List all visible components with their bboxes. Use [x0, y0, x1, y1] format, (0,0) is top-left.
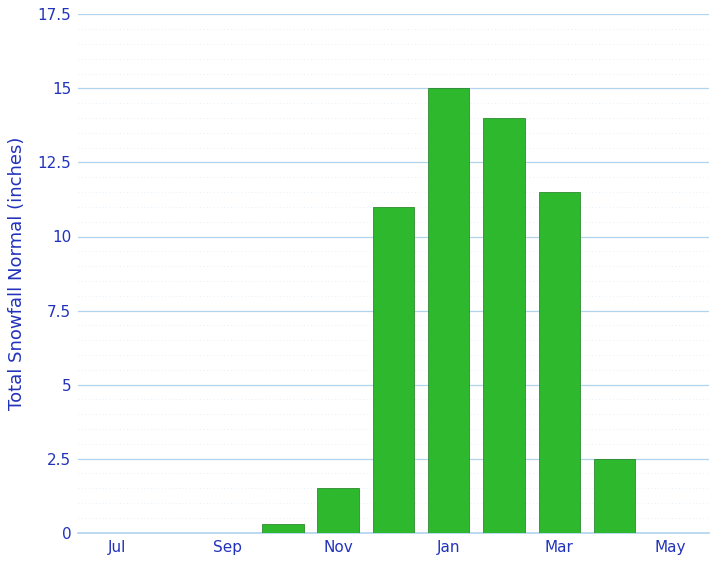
Bar — [318, 488, 358, 533]
Bar — [373, 207, 414, 533]
Bar — [262, 524, 303, 533]
Bar — [594, 459, 635, 533]
Bar — [428, 88, 470, 533]
Y-axis label: Total Snowfall Normal (inches): Total Snowfall Normal (inches) — [9, 137, 27, 410]
Bar — [538, 192, 580, 533]
Bar — [483, 118, 525, 533]
